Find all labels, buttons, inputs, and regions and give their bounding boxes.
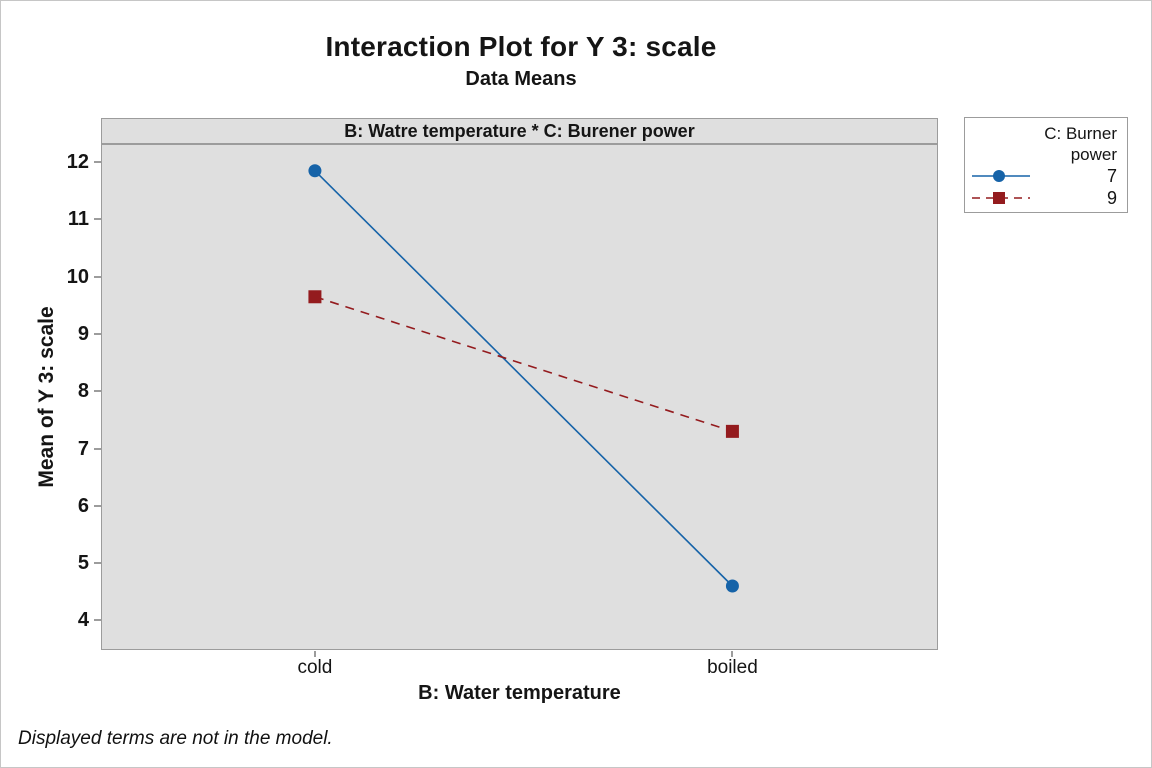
y-tick-mark bbox=[94, 390, 101, 393]
panel-strip-label: B: Watre temperature * C: Burener power bbox=[101, 118, 938, 144]
footnote-text: Displayed terms are not in the model. bbox=[18, 728, 333, 749]
y-tick-mark bbox=[94, 218, 101, 221]
y-tick-label: 9 bbox=[77, 323, 89, 345]
y-tick-mark bbox=[94, 275, 101, 278]
series-marker-7 bbox=[308, 164, 322, 178]
y-tick-label: 7 bbox=[77, 437, 89, 460]
plot-area-svg bbox=[308, 164, 739, 593]
legend-title-line2: power bbox=[1070, 145, 1117, 164]
y-tick-mark bbox=[94, 333, 101, 335]
y-tick-mark bbox=[94, 619, 101, 622]
y-tick-label: 5 bbox=[77, 552, 89, 575]
legend-entry-7: 7 bbox=[965, 165, 1127, 187]
chart-subtitle: Data Means bbox=[465, 68, 577, 90]
y-tick-mark bbox=[94, 161, 101, 164]
series-marker-9 bbox=[308, 290, 322, 304]
y-tick-mark bbox=[94, 562, 101, 565]
y-tick-mark bbox=[94, 504, 101, 507]
x-tick-mark bbox=[313, 651, 316, 657]
series-marker-9 bbox=[725, 424, 739, 438]
y-tick-mark bbox=[94, 447, 101, 450]
legend-entry-9: 9 bbox=[965, 187, 1127, 209]
y-tick-label: 8 bbox=[77, 380, 89, 403]
legend-value: 9 bbox=[1106, 187, 1117, 208]
series-line-7 bbox=[314, 170, 733, 587]
x-category-label: cold bbox=[297, 657, 333, 678]
legend-value: 7 bbox=[1106, 165, 1117, 186]
chart-title: Interaction Plot for Y 3: scale bbox=[325, 31, 717, 62]
plot-area bbox=[101, 144, 938, 650]
series-marker-7 bbox=[725, 579, 739, 593]
legend-sample-circle-icon bbox=[972, 170, 1030, 182]
x-category-label: boiled bbox=[707, 657, 758, 678]
legend-sample-square-icon bbox=[972, 192, 1030, 204]
y-tick-label: 10 bbox=[66, 265, 89, 288]
y-tick-label: 12 bbox=[66, 151, 89, 174]
y-tick-label: 6 bbox=[77, 494, 89, 517]
x-tick-mark bbox=[731, 651, 734, 657]
y-tick-label: 11 bbox=[67, 208, 89, 231]
legend-title-line1: C: Burner bbox=[1044, 124, 1117, 143]
x-axis-title: B: Water temperature bbox=[418, 682, 621, 704]
y-tick-label: 4 bbox=[77, 609, 89, 632]
series-line-9 bbox=[314, 296, 733, 433]
